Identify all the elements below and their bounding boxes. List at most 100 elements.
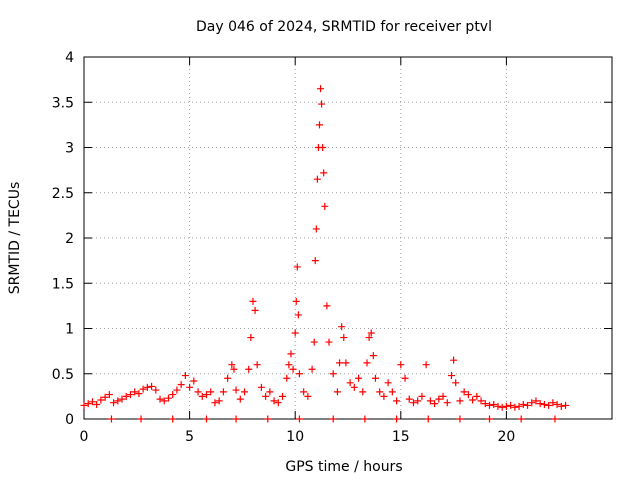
data-point [325,338,333,346]
tick-labels: 0 5 10 15 20 0 0.5 1 1.5 2 2.5 3 3.5 4 [52,50,516,445]
data-point [105,391,113,399]
data-point [320,169,328,177]
data-point [319,144,327,151]
data-point [131,388,139,396]
data-point [266,388,274,396]
data-point [397,361,405,369]
data-point [274,399,282,407]
data-point [181,372,189,380]
y-tick-label: 3.5 [52,95,74,111]
data-point [524,401,532,409]
chart-title: Day 046 of 2024, SRMTID for receiver ptv… [196,19,492,35]
data-point [283,374,291,382]
data-point [293,263,301,271]
data-point [540,401,548,409]
data-point [122,392,130,400]
data-point [190,377,198,385]
data-point [295,415,303,423]
data-point [101,393,109,401]
data-point [355,374,363,382]
data-point [262,392,270,400]
x-tick-label: 5 [185,429,194,445]
data-point [148,382,156,390]
y-tick-label: 1 [65,322,74,338]
x-axis-label: GPS time / hours [285,459,402,475]
data-point [549,399,557,407]
data-point [135,390,143,398]
data-point [152,386,160,394]
data-point [291,329,299,337]
data-point [308,365,316,373]
data-point [202,415,210,423]
data-point [236,395,244,403]
data-point [414,397,422,405]
data-point [257,383,265,391]
data-point [292,297,300,305]
data-point [285,361,293,369]
data-point [249,297,257,305]
data-point [409,399,417,407]
data-point [264,415,272,423]
data-point [202,391,210,399]
data-point [361,415,369,423]
data-point [517,415,525,423]
data-point [97,396,105,404]
data-point [490,401,498,409]
y-tick-label: 0.5 [52,367,74,383]
data-point [450,356,458,364]
data-point [456,415,464,423]
data-point [511,403,519,411]
data-point [93,401,101,409]
data-point [365,334,373,342]
y-tick-label: 1.5 [52,276,74,292]
data-point [139,385,147,393]
data-point [118,395,126,403]
y-axis-label: SRMTID / TECUs [7,182,23,295]
data-point [443,399,451,407]
data-point [338,323,346,331]
data-point [367,329,375,337]
y-tick-label: 3 [65,141,74,157]
data-point [287,350,295,358]
data-point [452,379,460,387]
data-point [494,402,502,410]
data-point [219,388,227,396]
data-point [340,334,348,342]
data-point [295,370,303,378]
data-point [376,388,384,396]
data-point [426,397,434,405]
data-point [137,415,145,423]
data-point [232,415,240,423]
data-point [186,383,194,391]
data-point [562,401,570,409]
y-tick-label: 2.5 [52,186,74,202]
y-tick-label: 4 [65,50,74,66]
data-point [88,398,96,406]
data-point [321,202,329,210]
data-point [388,388,396,396]
data-point [300,388,308,396]
data-point [211,399,219,407]
data-point [215,397,223,405]
data-point [333,388,341,396]
data-point [422,361,430,369]
data-point [431,400,439,408]
data-point [329,415,337,423]
data-point [481,400,489,408]
data-point [107,415,115,423]
data-point [294,311,302,319]
data-point [312,225,320,233]
data-point [369,352,377,360]
x-tick-label: 0 [80,429,89,445]
data-point [317,85,325,93]
data-point [393,397,401,405]
data-point [289,365,297,373]
data-point [342,359,350,367]
data-point [439,392,447,400]
data-point [270,397,278,405]
data-point [84,400,92,408]
data-point [126,391,134,399]
x-tick-label: 20 [497,429,515,445]
data-point [515,402,523,410]
